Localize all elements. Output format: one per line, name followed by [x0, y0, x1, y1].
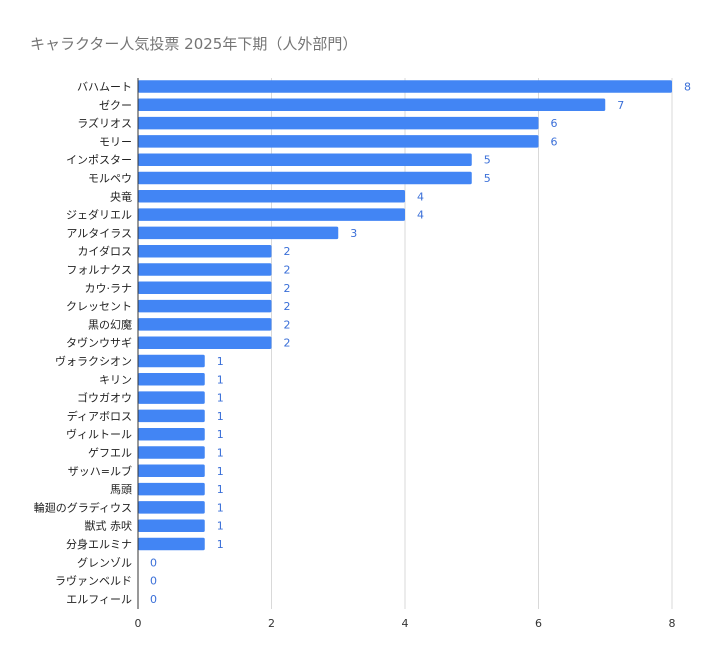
- bar: [138, 519, 205, 532]
- data-label: 0: [150, 593, 157, 606]
- category-label: ヴォラクシオン: [55, 354, 132, 368]
- data-label: 0: [150, 575, 157, 588]
- bar: [138, 501, 205, 514]
- bar: [138, 464, 205, 478]
- bars: [138, 80, 672, 551]
- data-label: 1: [217, 355, 224, 368]
- category-label: 馬頭: [110, 483, 132, 496]
- category-label: ゼクー: [99, 99, 132, 112]
- data-label: 1: [217, 392, 224, 405]
- bar: [138, 263, 272, 276]
- data-label: 1: [217, 373, 224, 386]
- bar: [138, 482, 205, 496]
- data-label: 1: [217, 465, 224, 478]
- data-label: 3: [350, 227, 357, 240]
- category-label: モルペウ: [88, 172, 132, 185]
- bar: [138, 281, 272, 295]
- x-tick-label: 0: [135, 617, 142, 630]
- category-label: カウ·ラナ: [85, 282, 133, 295]
- data-label: 1: [217, 447, 224, 460]
- bar: [138, 190, 405, 203]
- category-label: 分身エルミナ: [66, 537, 132, 551]
- data-label: 6: [551, 135, 558, 148]
- x-tick-label: 6: [535, 617, 542, 630]
- data-label: 5: [484, 172, 491, 185]
- data-label: 1: [217, 501, 224, 514]
- category-label: 輪廻のグラディウス: [34, 500, 132, 514]
- category-label: ゴウガオウ: [77, 391, 132, 405]
- category-label: ラヴァンベルド: [55, 574, 132, 588]
- category-label: インポスター: [66, 154, 132, 167]
- category-label: ディアボロス: [67, 409, 132, 423]
- data-label: 1: [217, 520, 224, 533]
- bar: [138, 354, 205, 368]
- data-label: 2: [284, 264, 291, 277]
- category-label: アルタイラス: [66, 227, 132, 240]
- data-label: 2: [284, 245, 291, 258]
- category-label: クレッセント: [66, 300, 132, 313]
- category-label: タヴンウサギ: [66, 336, 132, 350]
- bar: [138, 208, 405, 221]
- bar: [138, 135, 539, 148]
- category-label: バハムート: [77, 81, 132, 94]
- x-tick-label: 4: [402, 617, 409, 630]
- bar: [138, 537, 205, 551]
- category-label: グレンゾル: [77, 555, 132, 569]
- bar: [138, 226, 339, 240]
- data-label: 4: [417, 190, 424, 203]
- category-label: ゲフエル: [88, 447, 132, 460]
- data-label: 1: [217, 410, 224, 423]
- data-label: 2: [284, 337, 291, 350]
- category-label: 黒の幻魔: [88, 317, 132, 331]
- bar: [138, 244, 272, 258]
- data-label: 2: [284, 318, 291, 331]
- bar: [138, 391, 205, 404]
- data-label: 8: [684, 81, 691, 94]
- bar: [138, 80, 672, 93]
- category-label: カイダロス: [77, 244, 132, 258]
- chart-title: キャラクター人気投票 2025年下期（人外部門）: [30, 35, 358, 53]
- bar: [138, 373, 205, 386]
- bar: [138, 116, 539, 130]
- data-label: 1: [217, 428, 224, 441]
- bar: [138, 409, 205, 423]
- category-label: 央竜: [110, 189, 132, 203]
- data-label: 1: [217, 483, 224, 496]
- data-label: 1: [217, 538, 224, 551]
- bar: [138, 446, 205, 459]
- x-tick-label: 8: [669, 617, 676, 630]
- bar: [138, 427, 205, 441]
- bar: [138, 336, 272, 349]
- bar: [138, 318, 272, 331]
- category-label: ラズリオス: [77, 116, 132, 130]
- x-tick-label: 2: [268, 617, 275, 630]
- data-label: 4: [417, 209, 424, 222]
- category-label: ザッハ=ルブ: [68, 464, 132, 478]
- bar: [138, 153, 472, 166]
- bar: [138, 171, 472, 185]
- category-label: 獣式 赤吠: [85, 519, 133, 533]
- category-label: ジェダリエル: [66, 208, 132, 222]
- labels: 0 2 4 6 8 バハムート 8 ゼクー 7 ラズリオス 6 モリー 6 インポスター 5 モルペウ 5 央竜 4…: [34, 81, 691, 631]
- bar: [138, 299, 272, 313]
- bar: [138, 98, 606, 112]
- category-label: モリー: [99, 135, 132, 148]
- category-label: ヴィルトール: [66, 427, 132, 441]
- data-label: 0: [150, 556, 157, 569]
- data-label: 2: [284, 300, 291, 313]
- data-label: 2: [284, 282, 291, 295]
- data-label: 5: [484, 154, 491, 167]
- data-label: 6: [551, 117, 558, 130]
- category-label: エルフィール: [66, 593, 132, 606]
- category-label: フォルナクス: [66, 264, 132, 277]
- data-label: 7: [617, 99, 624, 112]
- category-label: キリン: [99, 373, 132, 386]
